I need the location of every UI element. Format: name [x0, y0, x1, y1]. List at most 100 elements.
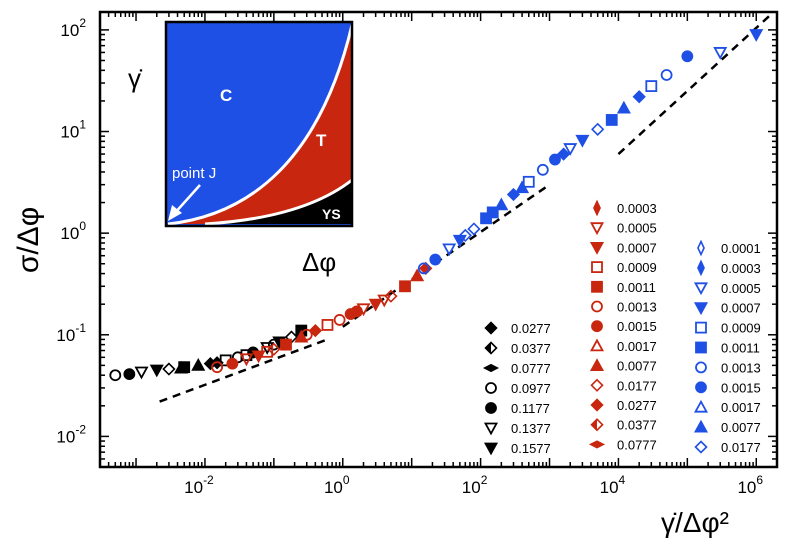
plot-frame	[98, 10, 779, 469]
data-point-blue	[556, 147, 571, 161]
data-point-red	[308, 323, 322, 338]
legend-label: 0.0013	[617, 300, 657, 315]
data-point-blue	[458, 228, 472, 243]
legend-marker	[589, 358, 605, 371]
data-point-black	[267, 338, 280, 351]
inset-region-ys	[205, 180, 352, 224]
legend-marker	[591, 320, 603, 333]
legend-marker	[695, 361, 707, 374]
data-point-red	[280, 338, 292, 351]
y-tick-label: 10-2	[56, 422, 86, 446]
data-point-blue	[616, 100, 631, 114]
legend-marker	[591, 280, 603, 293]
data-point-red	[377, 294, 392, 308]
data-point-red	[384, 289, 398, 303]
data-point-red	[300, 328, 313, 341]
inset-arrow	[173, 184, 201, 215]
inset-annotation: point J	[172, 165, 216, 182]
legend-marker	[593, 199, 601, 217]
legend-label: 0.0277	[617, 398, 657, 413]
data-point-black	[109, 369, 122, 382]
legend-marker	[483, 442, 499, 456]
legend-marker	[693, 419, 709, 433]
reference-lines	[159, 14, 772, 403]
legend-marker	[591, 300, 603, 313]
x-tick-label: 100	[324, 473, 350, 497]
data-point-blue	[429, 253, 442, 266]
data-point-red	[333, 314, 346, 326]
legend-label: 0.0977	[511, 381, 551, 396]
x-tick-label: 106	[737, 473, 763, 497]
legend-label: 0.0077	[617, 359, 657, 374]
data-point-red	[321, 319, 334, 331]
data-point-black	[174, 360, 189, 374]
x-axis-title: γ̇/Δφ²	[661, 507, 729, 538]
data-point-black	[162, 362, 176, 376]
inset-frame	[164, 20, 354, 228]
data-point-red	[368, 298, 383, 312]
legend-label: 0.0777	[511, 361, 551, 376]
data-point-blue	[442, 243, 457, 257]
data-point-blue	[536, 163, 549, 176]
y-axis-title: σ/Δφ	[12, 207, 45, 273]
data-point-red	[226, 357, 239, 370]
legend-marker	[485, 402, 497, 414]
data-point-blue	[681, 50, 694, 63]
legend-label: 0.0177	[721, 440, 761, 455]
data-point-blue	[467, 222, 481, 236]
legend-label: 0.0011	[721, 341, 760, 356]
legend-label: 0.0013	[721, 360, 761, 375]
legend-label: 0.0015	[617, 319, 657, 334]
data-point-black	[149, 364, 164, 378]
legend: 0.0277 0.0377 0.0777 0.0977 0.1177 0.1377 0.15…	[482, 199, 761, 456]
legend-label: 0.0009	[721, 321, 761, 336]
legend-marker	[695, 321, 707, 334]
inset-label-ys: YS	[322, 206, 341, 222]
legend-label: 0.0077	[721, 420, 761, 435]
data-point-red	[239, 353, 254, 367]
legend-marker	[697, 259, 705, 277]
y-tick-label: 100	[60, 219, 86, 243]
legend-label: 0.0005	[617, 221, 657, 236]
data-point-blue	[632, 90, 646, 104]
legend-marker	[590, 398, 604, 412]
legend-marker	[482, 363, 500, 373]
upper-scaling-line	[617, 14, 772, 155]
legend-marker	[589, 242, 605, 255]
data-point-blue	[515, 180, 530, 194]
data-point-blue	[660, 69, 673, 81]
data-point-red	[350, 305, 363, 318]
x-tick-label: 10-2	[184, 473, 214, 497]
legend-label: 0.1377	[511, 421, 551, 436]
legend-label: 0.1177	[511, 401, 550, 416]
legend-marker	[484, 341, 498, 355]
inset-y-label: γ̇	[128, 63, 143, 93]
x-tick-label: 104	[600, 473, 626, 497]
y-tick-label: 101	[60, 118, 86, 142]
x-tick-label: 102	[462, 473, 488, 497]
inset-boundary-tys	[204, 178, 353, 226]
legend-label: 0.0005	[721, 281, 761, 296]
data-point-blue	[549, 153, 561, 166]
legend-marker	[485, 382, 497, 394]
legend-marker	[590, 378, 604, 392]
data-point-blue	[749, 29, 764, 42]
legend-label: 0.1577	[511, 441, 551, 456]
low-rate-scaling-line	[159, 338, 328, 403]
data-point-blue	[713, 47, 728, 60]
legend-marker	[590, 418, 604, 432]
legend-marker	[484, 321, 498, 335]
legend-marker	[589, 222, 605, 236]
legend-label: 0.0377	[617, 418, 657, 433]
inset-label-c: C	[220, 86, 232, 105]
data-point-blue	[605, 114, 618, 126]
legend-label: 0.0377	[511, 341, 551, 356]
inset-region-t	[168, 25, 352, 224]
legend-label: 0.0003	[617, 201, 657, 216]
y-tick-label: 102	[60, 16, 86, 40]
axis-ticks: 10-2 100 102 104 106 10-2 10-1 100 101 102	[56, 12, 778, 497]
data-point-red	[410, 268, 425, 282]
data-point-black	[123, 368, 136, 381]
data-point-blue	[417, 262, 430, 275]
